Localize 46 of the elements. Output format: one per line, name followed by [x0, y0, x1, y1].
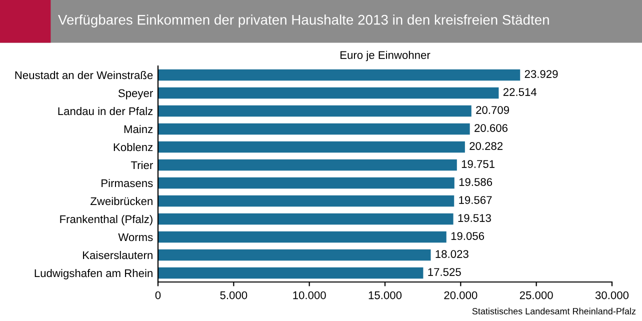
data-label: 22.514 [503, 88, 537, 96]
bar [158, 231, 446, 243]
bar [158, 249, 431, 261]
data-label: 17.525 [428, 268, 461, 276]
data-label: 18.023 [436, 250, 468, 258]
y-tick-label: Landau in der Pfalz [58, 106, 153, 116]
y-tick-label: Kaiserslautern [83, 250, 152, 260]
y-tick-label: Neustadt an der Weinstraße [15, 70, 153, 80]
y-tick-label: Trier [130, 160, 153, 170]
x-tick-label: 25.000 [520, 291, 553, 300]
y-tick-label: Frankenthal (Pfalz) [60, 214, 152, 226]
data-label: 19.567 [459, 196, 492, 204]
y-tick-label: Ludwigshafen am Rhein [34, 268, 152, 280]
x-tick-label: 5.000 [220, 291, 248, 300]
x-tick-label: 30.000 [595, 291, 629, 300]
y-tick-label: Zweibrücken [90, 196, 152, 206]
data-label: 23.929 [524, 70, 558, 78]
bar [158, 213, 454, 225]
chart-subtitle: Euro je Einwohner [340, 50, 430, 62]
text: Statistisches Landesamt Rheinland-Pfalz [472, 308, 636, 314]
data-label: 19.751 [462, 160, 495, 168]
y-tick-label: Pirmasens [102, 178, 153, 188]
data-label: 19.056 [451, 232, 484, 240]
x-tick-label: 10.000 [293, 291, 326, 300]
bar [158, 87, 499, 99]
bar [158, 105, 472, 117]
x-tick-label: 0 [155, 291, 161, 300]
bar [158, 177, 454, 189]
data-label: 19.586 [459, 178, 492, 186]
bar [158, 195, 454, 207]
y-tick-label: Koblenz [114, 142, 153, 152]
y-tick-label: Mainz [124, 124, 153, 134]
bar [158, 141, 465, 153]
y-tick-label: Worms [118, 233, 153, 242]
data-label: 19.513 [458, 214, 491, 222]
chart-title: Verfügbares Einkommen der privaten Haushalte 2013 in den kreisfreien Städten [58, 14, 549, 28]
data-label: 20.606 [474, 124, 508, 132]
y-tick-label: Speyer [118, 89, 153, 100]
bar [158, 159, 457, 171]
x-tick-label: 15.000 [368, 291, 402, 300]
data-label: 20.282 [470, 142, 503, 150]
bar [158, 123, 470, 135]
data-label: 20.709 [476, 106, 510, 114]
x-tick-label: 20.000 [444, 291, 478, 300]
bar [158, 267, 424, 279]
bar [158, 69, 520, 81]
